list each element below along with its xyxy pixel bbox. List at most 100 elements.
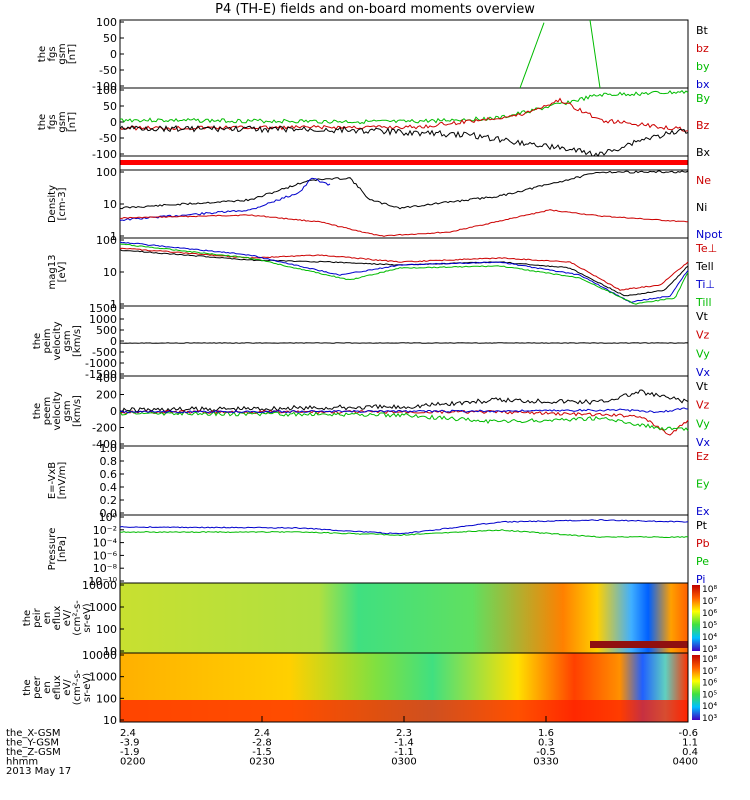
y-tick-label: 10⁻⁸: [93, 562, 118, 575]
y-tick-label: 1: [110, 298, 117, 311]
legend-entry: Bx: [696, 146, 711, 159]
y-tick-label: 10: [103, 266, 117, 279]
panel-frame: [119, 19, 689, 89]
y-tick-label: 100: [96, 166, 117, 179]
legend-entry: Vy: [696, 347, 710, 360]
y-tick-label: 0: [110, 116, 117, 129]
legend-entry: Bt: [696, 24, 709, 37]
spectrogram-band: [590, 641, 688, 648]
y-tick-label: 0.6: [100, 468, 118, 481]
legend-entry: bz: [696, 42, 709, 55]
ephemeris-value: 0300: [391, 757, 416, 768]
colorbar-tick-label: 10⁶: [702, 609, 717, 619]
y-axis-label: [km/s]: [72, 325, 83, 357]
series-Bz: [119, 97, 689, 132]
y-tick-label: 100: [96, 84, 117, 97]
y-axis-label: peim: [42, 328, 53, 353]
y-tick-label: 0: [110, 335, 117, 348]
y-tick-label: 0.2: [100, 494, 118, 507]
y-tick-label: 10000: [82, 579, 117, 592]
colorbar-tick-label: 10⁵: [702, 690, 717, 700]
colorbar-tick-label: 10⁵: [702, 621, 717, 631]
panel-frame: [119, 445, 689, 516]
y-tick-label: 1000: [89, 601, 117, 614]
ephemeris-value: 2.3: [396, 728, 412, 739]
panel-frame: [119, 169, 689, 239]
legend-entry: Ti⊥: [695, 278, 715, 291]
y-tick-label: 1000: [89, 671, 117, 684]
series-Vz: [119, 409, 689, 436]
ephemeris-value: -0.5: [536, 747, 556, 758]
y-axis-label: gsm: [62, 400, 73, 421]
y-tick-label: 0.0: [100, 507, 118, 520]
ephemeris-value: -1.5: [252, 747, 272, 758]
y-axis-label: sr-eV): [82, 603, 93, 632]
y-tick-label: 1000: [89, 313, 117, 326]
legend-entry: bx: [696, 78, 710, 91]
series-by: [519, 22, 545, 89]
colorbar-tick-label: 10⁸: [702, 655, 717, 665]
colorbar: [692, 655, 700, 720]
legend-entry: Vx: [696, 436, 711, 449]
colorbar-tick-label: 10⁸: [702, 585, 717, 595]
colorbar-tick-label: 10⁷: [702, 667, 717, 677]
y-tick-label: -100: [92, 148, 117, 161]
chart-title: P4 (TH-E) fields and on-board moments ov…: [215, 2, 535, 17]
legend-entry: Vz: [696, 329, 710, 342]
legend-entry: Pi: [696, 573, 705, 586]
y-axis-label: the: [37, 114, 48, 130]
y-axis-label: gsm: [57, 43, 68, 64]
y-axis-label: (cm²-s-: [72, 669, 83, 705]
y-tick-label: 0: [110, 48, 117, 61]
y-axis-label: [nT]: [67, 44, 78, 64]
series-Ne: [120, 209, 689, 237]
y-tick-label: 1500: [89, 302, 117, 315]
y-tick-label: 10: [103, 714, 117, 727]
legend-entry: By: [696, 92, 711, 105]
y-axis-label: fgs: [47, 114, 58, 129]
ephemeris-value: 1.6: [538, 728, 554, 739]
y-tick-label: 1: [110, 230, 117, 243]
y-axis-label: the: [22, 679, 33, 695]
y-tick-label: 10⁻⁶: [93, 549, 118, 562]
legend-entry: Ne: [696, 174, 711, 187]
series-Te-perp: [119, 247, 689, 291]
y-axis-label: gsm: [57, 111, 68, 132]
y-tick-label: -400: [92, 438, 117, 451]
legend-entry: Tell: [695, 260, 714, 273]
y-tick-label: 100: [96, 623, 117, 636]
colorbar: [692, 585, 700, 651]
y-axis-label: en: [42, 612, 53, 625]
y-tick-label: -50: [99, 64, 117, 77]
series-Pe: [119, 529, 689, 539]
series-Vy: [119, 410, 689, 432]
y-tick-label: 0.8: [100, 455, 118, 468]
panel-frame: [119, 514, 689, 584]
y-axis-label: [cm-3]: [57, 187, 68, 220]
y-axis-label: [mV/m]: [57, 462, 68, 500]
y-axis-label: peem: [42, 397, 53, 425]
legend-entry: Pt: [696, 519, 708, 532]
legend-entry: Ey: [696, 478, 710, 491]
ephemeris-row-label: hhmm: [6, 757, 38, 768]
y-tick-label: 100: [96, 234, 117, 247]
colorbar-tick-label: 10⁴: [702, 633, 717, 643]
y-tick-label: 10⁰: [99, 511, 118, 524]
y-axis-label: [nPa]: [57, 536, 68, 562]
y-axis-label: E=-VxB: [47, 462, 58, 499]
series-Vt: [119, 389, 689, 414]
y-axis-label: en: [42, 681, 53, 694]
y-axis-label: Density: [47, 185, 58, 223]
legend-entry: Vt: [696, 310, 709, 323]
ephemeris-value: 1.1: [682, 738, 698, 749]
ephemeris-value: -2.8: [252, 738, 272, 749]
y-tick-label: -1000: [85, 357, 117, 370]
y-tick-label: 400: [96, 372, 117, 385]
y-axis-label: (cm²-s-: [72, 600, 83, 636]
y-tick-label: -100: [92, 80, 117, 93]
ephemeris-value: 0200: [120, 757, 145, 768]
y-tick-label: 10⁻⁴: [93, 537, 118, 550]
legend-entry: Npot: [696, 228, 723, 241]
y-axis-label: mag13: [47, 255, 58, 290]
panel-frame: [119, 87, 689, 157]
